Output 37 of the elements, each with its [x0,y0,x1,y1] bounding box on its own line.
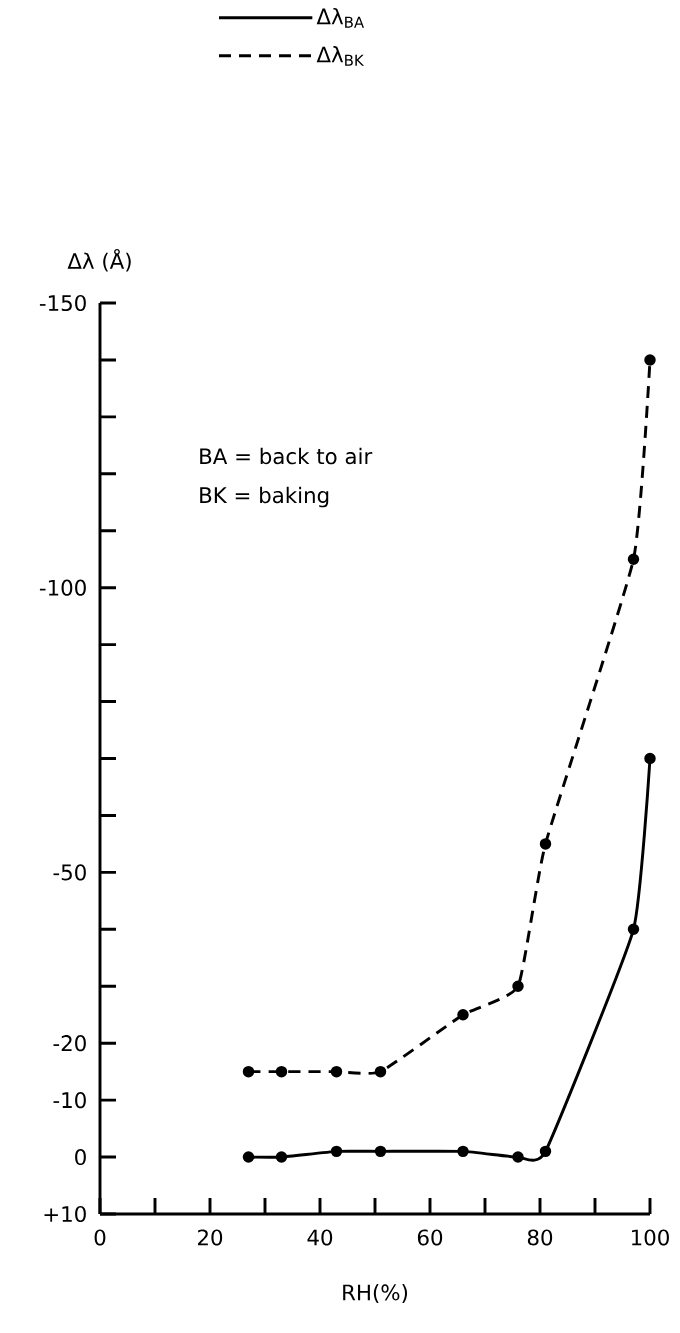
point [539,838,552,850]
point [374,1065,387,1078]
annotation: BK = baking [200,486,329,508]
x-tick-label: 80 [527,1229,553,1246]
point [512,1151,524,1163]
x-tick-label: 0 [94,1229,106,1246]
y-tick-label: +10 [44,1205,86,1223]
x-tick-label: 20 [197,1229,223,1246]
point [512,980,524,992]
x-axis-title: RH(%) [343,1284,408,1303]
point [627,923,640,936]
point [457,1145,469,1158]
annotation: BA = back to air [200,447,373,465]
y-tick-label: -20 [53,1035,86,1052]
point [644,354,656,366]
point [627,553,640,565]
x-tick-label: 100 [631,1229,669,1246]
y-tick-label: -150 [39,294,86,312]
y-axis-title: Δλ (Å) [67,249,131,272]
point [330,1145,343,1158]
x-tick-label: 60 [417,1229,443,1246]
point [644,752,656,765]
point [242,1065,255,1078]
point [275,1151,288,1163]
y-tick-label: -50 [53,864,86,881]
legend-label: Δλ$_{BK}$ [316,46,365,66]
point [457,1008,469,1021]
legend-label: Δλ$_{BA}$ [316,7,365,28]
point [242,1151,255,1163]
y-tick-label: -10 [53,1092,86,1109]
point [539,1145,552,1158]
point [374,1145,387,1158]
y-tick-label: 0 [75,1149,86,1166]
y-tick-label: -100 [39,579,86,596]
x-tick-label: 40 [307,1229,333,1246]
point [275,1065,288,1078]
point [330,1065,343,1078]
